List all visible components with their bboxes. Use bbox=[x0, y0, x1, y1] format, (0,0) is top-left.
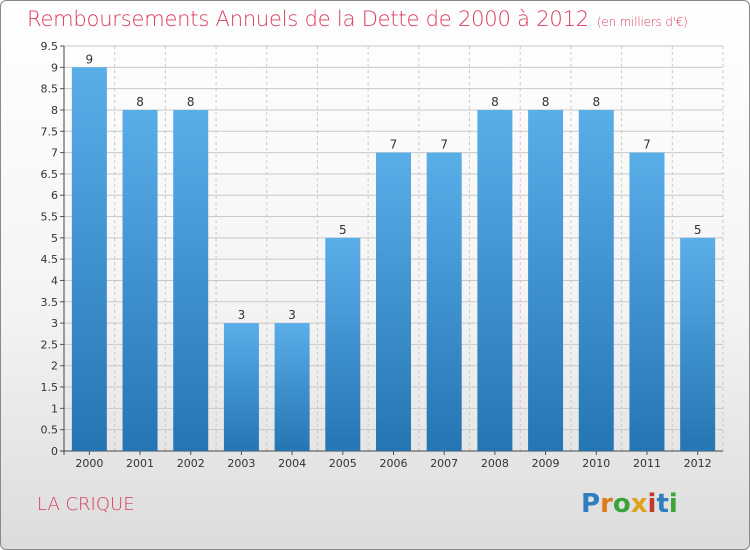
x-tick-label: 2007 bbox=[430, 457, 458, 470]
y-tick-label: 3.5 bbox=[41, 296, 59, 309]
bar-value-label: 8 bbox=[187, 95, 195, 109]
bar-value-label: 8 bbox=[592, 95, 600, 109]
x-tick-label: 2003 bbox=[227, 457, 255, 470]
x-tick-label: 2005 bbox=[329, 457, 357, 470]
chart-title: Remboursements Annuels de la Dette de 20… bbox=[27, 7, 688, 31]
y-tick-label: 0.5 bbox=[41, 424, 59, 437]
bar-value-label: 9 bbox=[86, 52, 94, 66]
bar-2012 bbox=[680, 237, 716, 451]
y-tick-label: 7 bbox=[51, 147, 58, 160]
x-tick-label: 2011 bbox=[633, 457, 661, 470]
title-text: Remboursements Annuels de la Dette de 20… bbox=[27, 7, 589, 31]
bar-value-label: 3 bbox=[288, 308, 296, 322]
y-tick-label: 4.5 bbox=[41, 253, 59, 266]
logo-letter: x bbox=[630, 489, 648, 519]
bar-value-label: 7 bbox=[390, 138, 398, 152]
bar-2000 bbox=[71, 67, 107, 451]
y-tick-label: 6.5 bbox=[41, 168, 59, 181]
y-tick-label: 8.5 bbox=[41, 83, 59, 96]
proxiti-logo: Proxiti bbox=[581, 489, 678, 519]
bar-2009 bbox=[528, 109, 564, 452]
x-tick-label: 2001 bbox=[126, 457, 154, 470]
bar-2008 bbox=[477, 109, 513, 452]
location-name: LA CRIQUE bbox=[37, 494, 135, 515]
y-tick-label: 1.5 bbox=[41, 381, 59, 394]
x-tick-label: 2004 bbox=[278, 457, 306, 470]
logo-letter: r bbox=[600, 489, 613, 519]
x-tick-label: 2009 bbox=[532, 457, 560, 470]
y-tick-label: 9 bbox=[51, 61, 58, 74]
x-tick-label: 2008 bbox=[481, 457, 509, 470]
bar-2007 bbox=[426, 152, 462, 451]
bar-2006 bbox=[376, 152, 411, 451]
bar-value-label: 8 bbox=[542, 95, 550, 109]
y-tick-label: 2.5 bbox=[41, 338, 59, 351]
bar-2002 bbox=[173, 109, 209, 452]
bar-value-label: 3 bbox=[238, 308, 246, 322]
title-unit: (en milliers d'€) bbox=[596, 15, 688, 29]
bar-value-label: 8 bbox=[491, 95, 499, 109]
x-tick-label: 2006 bbox=[380, 457, 408, 470]
logo-letter: i bbox=[668, 489, 678, 519]
y-tick-label: 2 bbox=[51, 360, 58, 373]
bar-value-label: 7 bbox=[440, 138, 448, 152]
x-tick-label: 2002 bbox=[177, 457, 205, 470]
labels: 0 0.5 1 1.5 2 2.5 3 3.5 4 4.5 5 5.5 6 6.5 7 7.5 8 8.5 9 9.5… bbox=[41, 40, 712, 470]
y-tick-label: 3 bbox=[51, 317, 58, 330]
x-tick-label: 2010 bbox=[582, 457, 610, 470]
bar-value-label: 5 bbox=[694, 223, 702, 237]
y-tick-label: 6 bbox=[51, 189, 58, 202]
bar-2010 bbox=[578, 109, 614, 452]
bar-value-label: 7 bbox=[643, 138, 651, 152]
y-tick-label: 4 bbox=[51, 274, 58, 287]
logo-letter: i bbox=[647, 489, 657, 519]
logo-letter: t bbox=[656, 489, 669, 519]
bar-2003 bbox=[223, 323, 259, 451]
bar-value-label: 5 bbox=[339, 223, 347, 237]
y-tick-label: 0 bbox=[51, 445, 58, 458]
bar-2011 bbox=[629, 152, 665, 451]
logo-letter: o bbox=[612, 489, 631, 519]
bar-value-label: 8 bbox=[136, 95, 144, 109]
y-tick-label: 8 bbox=[51, 104, 58, 117]
y-tick-label: 7.5 bbox=[41, 125, 59, 138]
x-tick-label: 2000 bbox=[75, 457, 103, 470]
bar-2001 bbox=[122, 109, 158, 452]
y-tick-label: 1 bbox=[51, 402, 58, 415]
y-tick-label: 5.5 bbox=[41, 211, 59, 224]
y-tick-label: 5 bbox=[51, 232, 58, 245]
bar-2004 bbox=[274, 323, 310, 451]
x-tick-label: 2012 bbox=[684, 457, 712, 470]
y-tick-label: 9.5 bbox=[41, 40, 59, 53]
logo-letter: P bbox=[581, 489, 601, 519]
bar-2005 bbox=[325, 237, 361, 451]
bars bbox=[71, 67, 716, 452]
